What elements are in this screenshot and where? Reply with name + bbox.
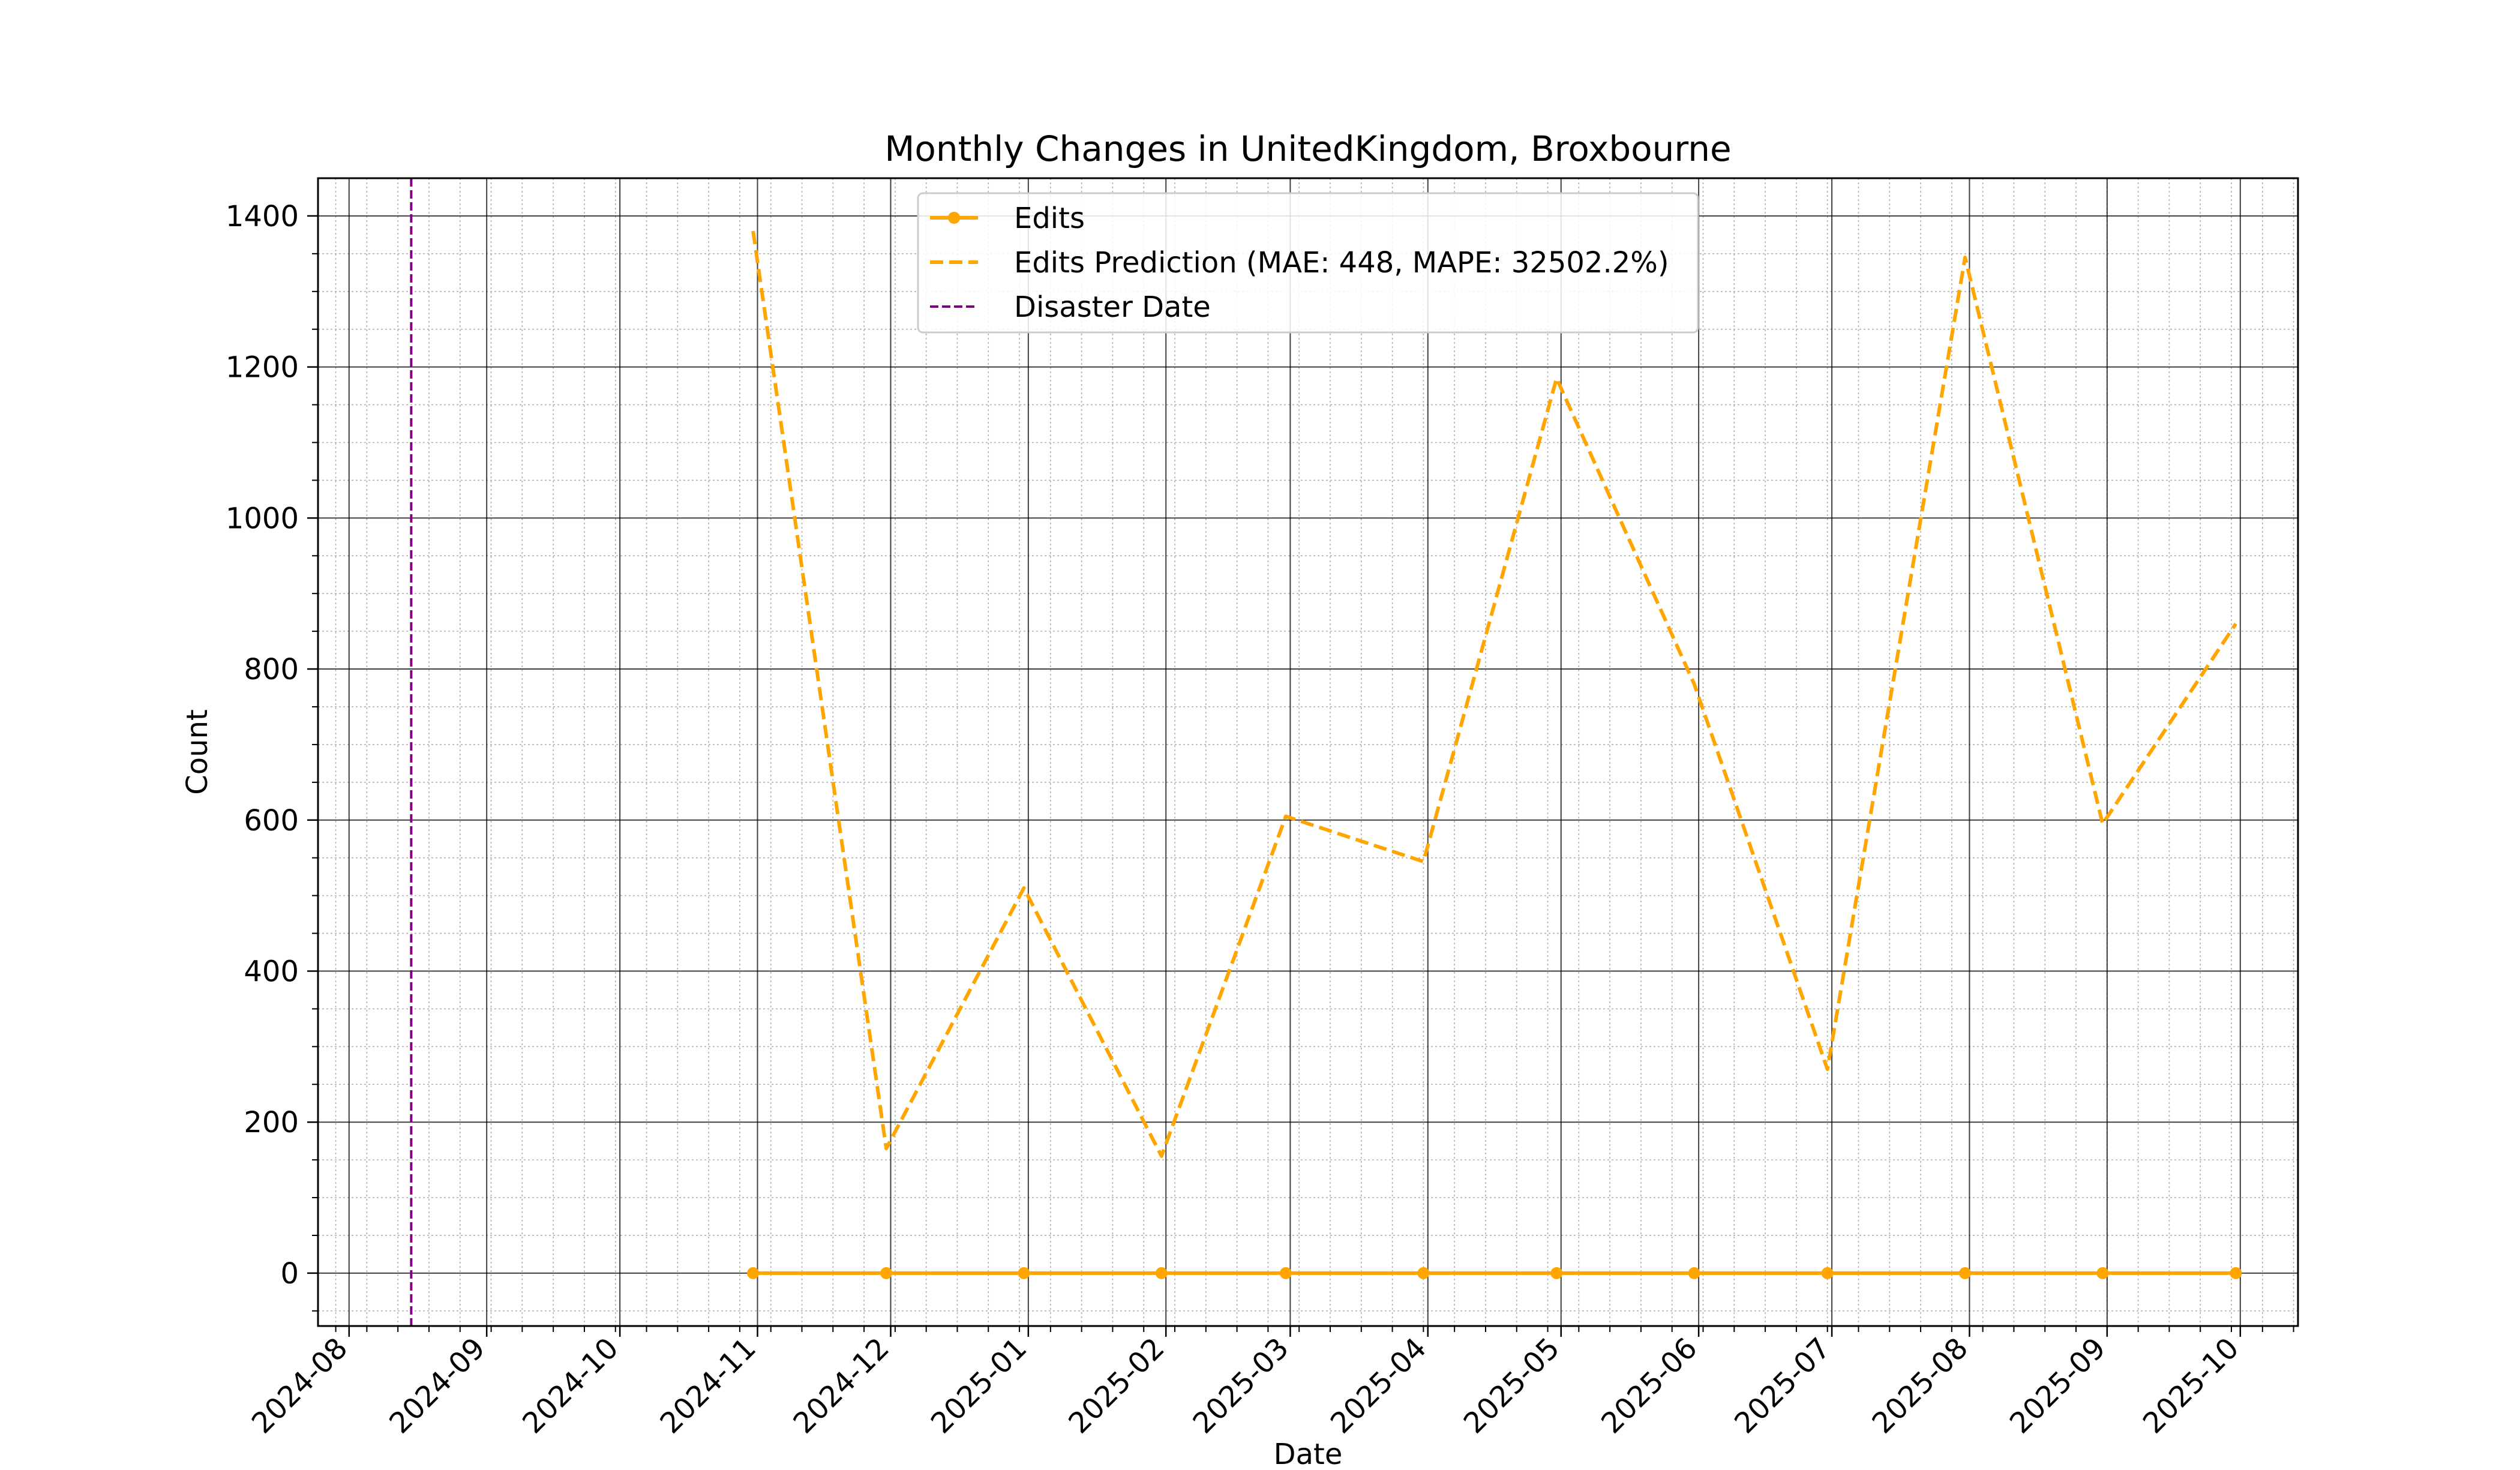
major-grid bbox=[318, 178, 2298, 1326]
chart-title: Monthly Changes in UnitedKingdom, Broxbo… bbox=[884, 128, 1731, 169]
legend: Edits Edits Prediction (MAE: 448, MAPE: 3… bbox=[917, 192, 1699, 334]
edits-point bbox=[1688, 1267, 1700, 1279]
edits-point bbox=[1959, 1267, 1972, 1279]
series-layer bbox=[747, 230, 2242, 1279]
y-tick-label: 0 bbox=[280, 1257, 299, 1291]
x-axis-label: Date bbox=[1274, 1438, 1343, 1470]
edits-point bbox=[1018, 1267, 1030, 1279]
y-axis-label: Count bbox=[181, 709, 214, 795]
y-tick-label: 1000 bbox=[226, 502, 299, 535]
legend-entry-edits-prediction-label: Edits Prediction (MAE: 448, MAPE: 32502.… bbox=[1014, 246, 1669, 280]
edits-point bbox=[880, 1267, 893, 1279]
edits-point bbox=[1821, 1267, 1834, 1279]
y-tick-label: 1400 bbox=[226, 200, 299, 233]
legend-box bbox=[917, 192, 1699, 334]
y-tick-label: 1200 bbox=[226, 351, 299, 385]
y-tick-label: 200 bbox=[244, 1106, 299, 1139]
legend-entry-edits-label: Edits bbox=[1014, 202, 1085, 235]
y-tick-label: 800 bbox=[244, 653, 299, 686]
edits-point bbox=[2096, 1267, 2109, 1279]
y-tick-label: 400 bbox=[244, 955, 299, 988]
edits-point bbox=[1417, 1267, 1430, 1279]
edits-point bbox=[1155, 1267, 1168, 1279]
edits-prediction-line bbox=[751, 230, 2237, 1158]
edits-point bbox=[1550, 1267, 1563, 1279]
y-tick-label: 600 bbox=[244, 804, 299, 838]
edits-point bbox=[2230, 1267, 2242, 1279]
legend-entry-edits-marker bbox=[948, 212, 960, 224]
y-axis: 0 200 400 600 800 1000 1200 1400 bbox=[226, 200, 318, 1312]
edits-point bbox=[747, 1267, 760, 1279]
edits-point bbox=[1280, 1267, 1292, 1279]
plot-frame bbox=[317, 177, 2299, 1327]
legend-entry-disaster-date-label: Disaster Date bbox=[1014, 290, 1211, 324]
